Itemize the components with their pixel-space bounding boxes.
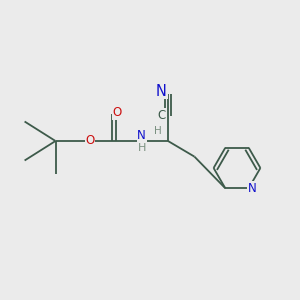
Text: N: N	[248, 182, 257, 195]
Text: O: O	[85, 134, 94, 148]
Text: N: N	[156, 84, 167, 99]
Text: H: H	[154, 125, 161, 136]
Text: O: O	[112, 106, 122, 119]
Text: H: H	[137, 142, 146, 153]
Text: N: N	[137, 129, 146, 142]
Text: C: C	[157, 109, 166, 122]
